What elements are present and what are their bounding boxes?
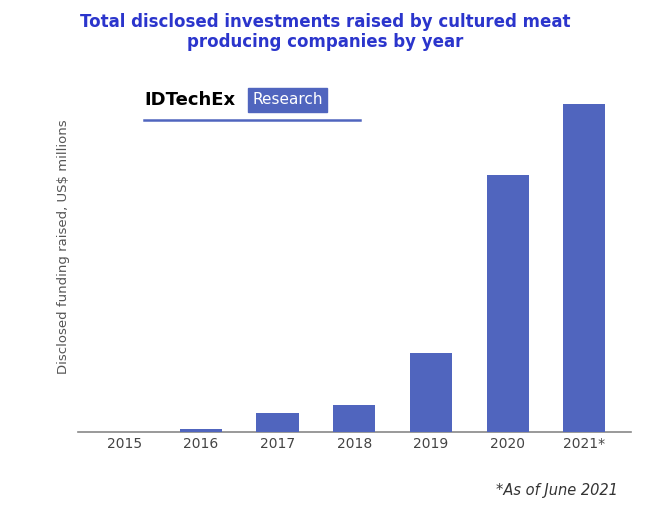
Text: IDTechEx: IDTechEx	[144, 90, 235, 109]
Text: *As of June 2021: *As of June 2021	[495, 483, 618, 498]
Text: Research: Research	[252, 92, 322, 108]
Bar	[563, 104, 605, 432]
Bar	[487, 175, 528, 432]
Text: Total disclosed investments raised by cultured meat: Total disclosed investments raised by cu…	[80, 13, 570, 30]
Y-axis label: Disclosed funding raised, US$ millions: Disclosed funding raised, US$ millions	[57, 119, 70, 374]
Text: producing companies by year: producing companies by year	[187, 33, 463, 51]
Bar	[333, 405, 375, 432]
Bar	[180, 429, 222, 432]
Bar	[257, 414, 298, 432]
Bar	[410, 354, 452, 432]
